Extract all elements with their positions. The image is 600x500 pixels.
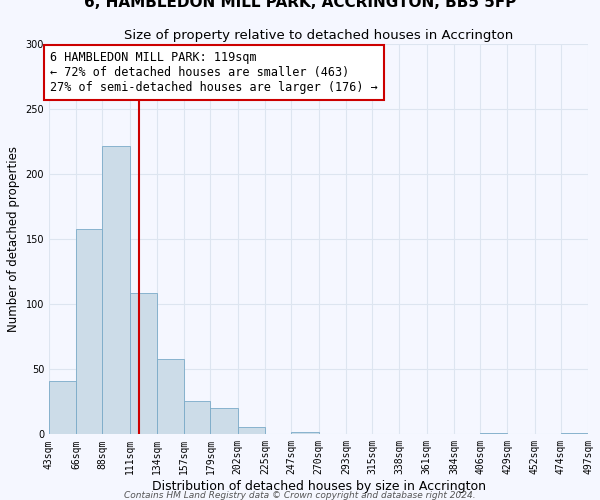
Bar <box>561 433 588 434</box>
Bar <box>157 359 184 434</box>
Bar <box>103 146 130 434</box>
Bar <box>49 381 76 434</box>
Bar <box>76 229 103 434</box>
Bar <box>480 433 508 434</box>
Title: Size of property relative to detached houses in Accrington: Size of property relative to detached ho… <box>124 29 513 42</box>
Bar <box>291 432 319 434</box>
Text: 6, HAMBLEDON MILL PARK, ACCRINGTON, BB5 5FP: 6, HAMBLEDON MILL PARK, ACCRINGTON, BB5 … <box>84 0 516 10</box>
X-axis label: Distribution of detached houses by size in Accrington: Distribution of detached houses by size … <box>152 480 485 493</box>
Bar <box>130 292 157 434</box>
Bar <box>238 426 265 434</box>
Bar <box>211 408 238 434</box>
Bar <box>184 400 211 434</box>
Text: 6 HAMBLEDON MILL PARK: 119sqm
← 72% of detached houses are smaller (463)
27% of : 6 HAMBLEDON MILL PARK: 119sqm ← 72% of d… <box>50 51 378 94</box>
Text: Contains HM Land Registry data © Crown copyright and database right 2024.
Contai: Contains HM Land Registry data © Crown c… <box>104 490 496 500</box>
Y-axis label: Number of detached properties: Number of detached properties <box>7 146 20 332</box>
